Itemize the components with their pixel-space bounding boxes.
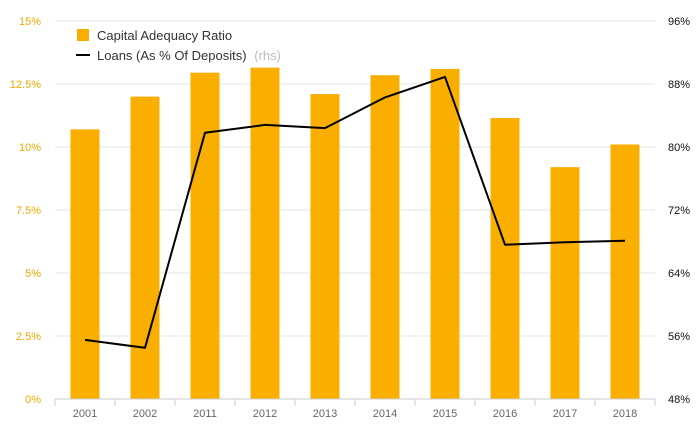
x-tick-label: 2011 (193, 408, 217, 420)
x-tick-label: 2014 (373, 408, 397, 420)
bar (250, 67, 280, 400)
line-series (84, 75, 626, 349)
bar (190, 72, 220, 399)
y-left-tick-label: 2.5% (16, 331, 41, 343)
legend: Capital Adequacy Ratio Loans (As % Of De… (76, 28, 281, 63)
axes: 0% 2.5% 5% 7.5% 10% 12.5% 15% 48% 56% 64% 72% 80% 88… (10, 16, 690, 420)
bar (610, 144, 640, 399)
svg-text:Loans (As % Of Deposits): Loans (As % Of Deposits) (rhs) (97, 48, 281, 63)
x-tick-label: 2015 (433, 408, 457, 420)
legend-label-bar: Capital Adequacy Ratio (97, 28, 232, 43)
y-left-tick-label: 5% (25, 268, 41, 280)
x-tick-label: 2012 (253, 408, 277, 420)
bar (370, 75, 400, 400)
x-tick-label: 2013 (313, 408, 337, 420)
y-right-tick-label: 64% (668, 268, 690, 280)
legend-label-line-suffix: (rhs) (254, 48, 281, 63)
bar (550, 167, 580, 399)
bar (70, 129, 100, 400)
y-left-tick-label: 12.5% (10, 79, 41, 91)
y-right-tick-label: 80% (668, 142, 690, 154)
y-left-tick-label: 15% (19, 16, 41, 28)
y-left-tick-label: 10% (19, 142, 41, 154)
x-tick-label: 2017 (553, 408, 577, 420)
y-right-tick-label: 56% (668, 331, 690, 343)
y-left-tick-label: 7.5% (16, 205, 41, 217)
bar-series (70, 67, 640, 400)
y-right-tick-label: 72% (668, 205, 690, 217)
x-tick-label: 2016 (493, 408, 517, 420)
x-tick-label: 2018 (613, 408, 637, 420)
y-right-tick-label: 96% (668, 16, 690, 28)
x-tick-label: 2002 (133, 408, 157, 420)
bar (430, 68, 460, 399)
y-right-tick-label: 48% (668, 394, 690, 406)
legend-label-line: Loans (As % Of Deposits) (97, 48, 247, 63)
loans-line (84, 75, 626, 349)
legend-swatch-bar (77, 29, 89, 41)
bar (490, 118, 520, 400)
bar (130, 96, 160, 399)
bar (310, 94, 340, 399)
x-tick-label: 2001 (73, 408, 97, 420)
y-right-tick-label: 88% (668, 79, 690, 91)
y-left-tick-label: 0% (25, 394, 41, 406)
